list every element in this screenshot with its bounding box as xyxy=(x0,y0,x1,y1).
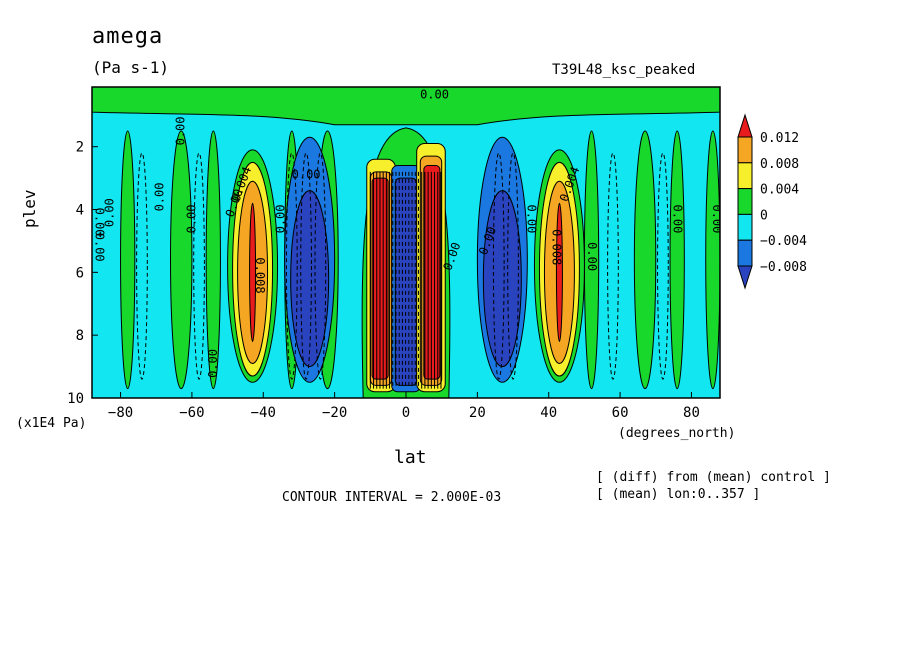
colorbar-label: −0.008 xyxy=(760,260,807,275)
contour-label: 0.00 xyxy=(710,204,724,233)
colorbar-bin xyxy=(737,239,753,267)
x-tick-label: 40 xyxy=(540,405,557,421)
green-column xyxy=(205,130,221,390)
green-column xyxy=(170,130,193,390)
contour-label: 0.00 xyxy=(292,167,321,181)
contour-label: 0.00 xyxy=(524,204,538,233)
colorbar-bin xyxy=(737,265,753,290)
contour-label: 0.00 xyxy=(93,208,107,237)
colorbar-label: −0.004 xyxy=(760,234,807,249)
y-tick-label: 2 xyxy=(76,140,84,156)
contour-label: 0.00 xyxy=(184,204,198,233)
colorbar-label: 0.004 xyxy=(760,183,799,198)
x-axis-label: lat xyxy=(394,447,427,468)
x-tick-label: −20 xyxy=(322,405,347,421)
x-tick-label: 60 xyxy=(612,405,629,421)
contour-label: 0.008 xyxy=(549,229,563,265)
contour-line xyxy=(607,152,619,380)
contour-line xyxy=(492,152,505,380)
y-tick-label: 6 xyxy=(76,265,84,281)
contour-label: 0.00 xyxy=(274,204,288,233)
x-axis-unit: (degrees_north) xyxy=(618,426,736,441)
contour-label: 0.00 xyxy=(585,242,599,271)
x-tick-label: −40 xyxy=(251,405,276,421)
contour-label: 0.00 xyxy=(420,87,449,101)
contour-line xyxy=(314,152,327,380)
green-column xyxy=(120,130,136,390)
contour-line xyxy=(657,152,669,380)
mean-note: [ (mean) lon:0..357 ] xyxy=(596,487,761,502)
contour-line xyxy=(300,152,312,380)
red-core xyxy=(249,202,257,342)
x-tick-label: −80 xyxy=(108,405,133,421)
run-name: T39L48_ksc_peaked xyxy=(552,62,696,78)
top-green-region xyxy=(92,87,720,126)
y-axis-unit: (x1E4 Pa) xyxy=(16,416,87,431)
diff-note: [ (diff) from (mean) control ] xyxy=(596,470,831,485)
contour-line xyxy=(136,152,148,380)
colorbar-label: 0 xyxy=(760,208,768,223)
y-tick-label: 10 xyxy=(67,391,84,407)
colorbar-bin xyxy=(737,213,753,241)
x-tick-label: 20 xyxy=(469,405,486,421)
green-column xyxy=(705,130,720,390)
colorbar-bin xyxy=(737,136,753,164)
contour-line xyxy=(193,152,205,380)
contour-label: 0.00 xyxy=(93,233,107,262)
colorbar-bin xyxy=(737,188,753,215)
contour-label: 0.00 xyxy=(174,117,188,146)
colorbar-label: 0.008 xyxy=(760,157,799,172)
x-tick-label: 0 xyxy=(402,405,410,421)
contour-line xyxy=(507,152,519,380)
red-core xyxy=(555,202,563,342)
colorbar-bin xyxy=(737,113,753,138)
contour-interval: CONTOUR INTERVAL = 2.000E-03 xyxy=(282,490,502,505)
colorbar-label: 0.012 xyxy=(760,131,799,146)
y-tick-label: 4 xyxy=(76,203,84,219)
colorbar-bin xyxy=(737,162,753,190)
contour-label: 0.00 xyxy=(206,349,220,378)
contour-label: 0.00 xyxy=(102,198,116,227)
y-tick-label: 8 xyxy=(76,328,84,344)
green-column xyxy=(633,130,657,390)
contour-label: 0.008 xyxy=(253,257,267,293)
contour-label: 0.00 xyxy=(671,204,685,233)
green-column xyxy=(669,130,685,390)
x-tick-label: 80 xyxy=(683,405,700,421)
chart-units: (Pa s-1) xyxy=(92,58,170,77)
chart-title: amega xyxy=(92,24,164,49)
contour-line xyxy=(285,152,298,380)
contour-field: 0.000.000.000.000.000.000.000.000.0040.0… xyxy=(92,87,724,398)
contour-label: 0.00 xyxy=(152,182,166,211)
x-tick-label: −60 xyxy=(179,405,204,421)
